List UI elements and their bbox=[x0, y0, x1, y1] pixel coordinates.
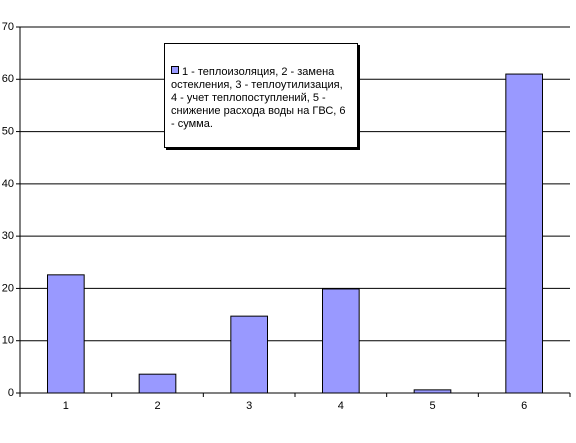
x-tick-label: 2 bbox=[154, 400, 160, 412]
legend-label: 1 - теплоизоляция, 2 - замена остекления… bbox=[171, 66, 346, 130]
y-tick-label: 50 bbox=[2, 125, 14, 137]
y-tick-label: 30 bbox=[2, 230, 14, 242]
y-tick-label: 0 bbox=[8, 387, 14, 399]
legend-key bbox=[171, 66, 179, 74]
x-tick-label: 4 bbox=[338, 400, 344, 412]
bar bbox=[138, 373, 177, 394]
legend: 1 - теплоизоляция, 2 - замена остекления… bbox=[164, 43, 358, 148]
bar bbox=[230, 315, 268, 394]
x-tick-label: 1 bbox=[63, 400, 69, 412]
y-tick-label: 60 bbox=[2, 73, 14, 85]
y-tick-label: 70 bbox=[2, 21, 14, 33]
y-tick-label: 40 bbox=[2, 178, 14, 190]
bar bbox=[505, 73, 544, 394]
bar bbox=[322, 288, 360, 394]
y-tick-label: 20 bbox=[2, 282, 14, 294]
x-tick-label: 5 bbox=[429, 400, 435, 412]
x-tick-label: 6 bbox=[521, 400, 527, 412]
x-tick-label: 3 bbox=[246, 400, 252, 412]
bar bbox=[47, 274, 85, 394]
y-tick-label: 10 bbox=[2, 335, 14, 347]
